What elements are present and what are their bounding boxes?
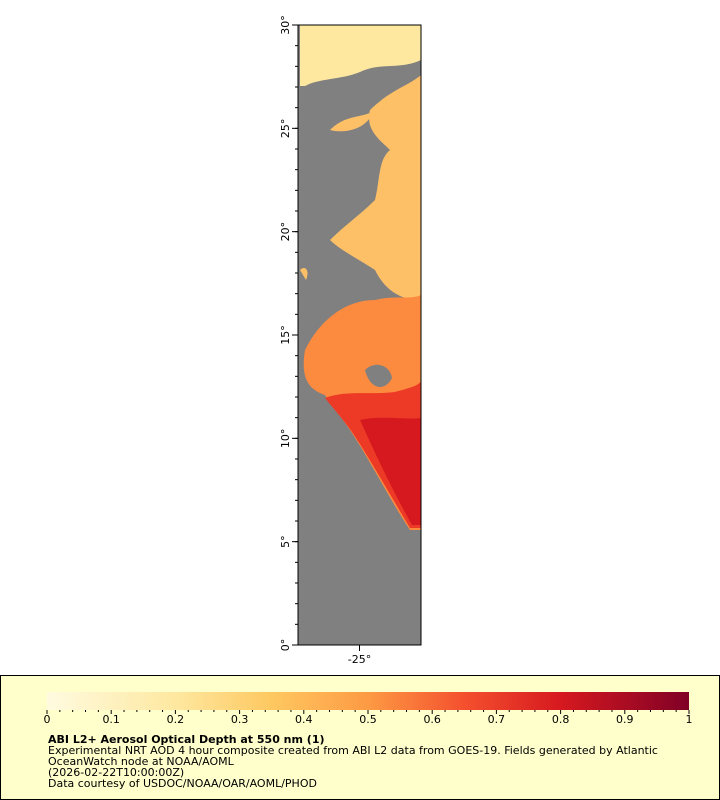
- colorbar: [47, 692, 689, 710]
- colorbar-tick-label: 0.6: [423, 713, 441, 726]
- colorbar-tick-label: 1: [686, 713, 693, 726]
- colorbar-tick-label: 0.2: [167, 713, 185, 726]
- legend-title: ABI L2+ Aerosol Optical Depth at 550 nm …: [48, 733, 325, 746]
- colorbar-tick-label: 0.5: [359, 713, 377, 726]
- colorbar-tick-label: 0.3: [231, 713, 249, 726]
- legend-line: Data courtesy of USDOC/NOAA/OAR/AOML/PHO…: [48, 777, 317, 790]
- colorbar-tick-label: 0.4: [295, 713, 313, 726]
- lat-tick-label: 20°: [279, 222, 292, 242]
- lat-tick-label: 15°: [279, 325, 292, 345]
- legend-line: Experimental NRT AOD 4 hour composite cr…: [48, 744, 658, 757]
- lat-tick-label: 10°: [279, 429, 292, 449]
- lat-tick-label: 5°: [279, 535, 292, 548]
- colorbar-tick-label: 0.9: [616, 713, 634, 726]
- colorbar-tick-label: 0.7: [488, 713, 506, 726]
- lat-tick-label: 0°: [279, 639, 292, 652]
- colorbar-tick-label: 0: [44, 713, 51, 726]
- colorbar-tick-label: 0.8: [552, 713, 570, 726]
- axes: 0° 5° 10° 15° 20° 25° 30° -25°: [279, 15, 371, 666]
- legend-line: (2026-02-22T10:00:00Z): [48, 766, 184, 779]
- lon-tick-label: -25°: [348, 653, 371, 666]
- colorbar-ticks: 0 0.1 0.2 0.3 0.4 0.5 0.6 0.7 0.8 0.9 1: [44, 710, 693, 726]
- lat-tick-label: 25°: [279, 119, 292, 139]
- legend-line: OceanWatch node at NOAA/AOML: [48, 755, 235, 768]
- map-field: [298, 25, 421, 645]
- lat-tick-label: 30°: [279, 15, 292, 35]
- colorbar-tick-label: 0.1: [102, 713, 120, 726]
